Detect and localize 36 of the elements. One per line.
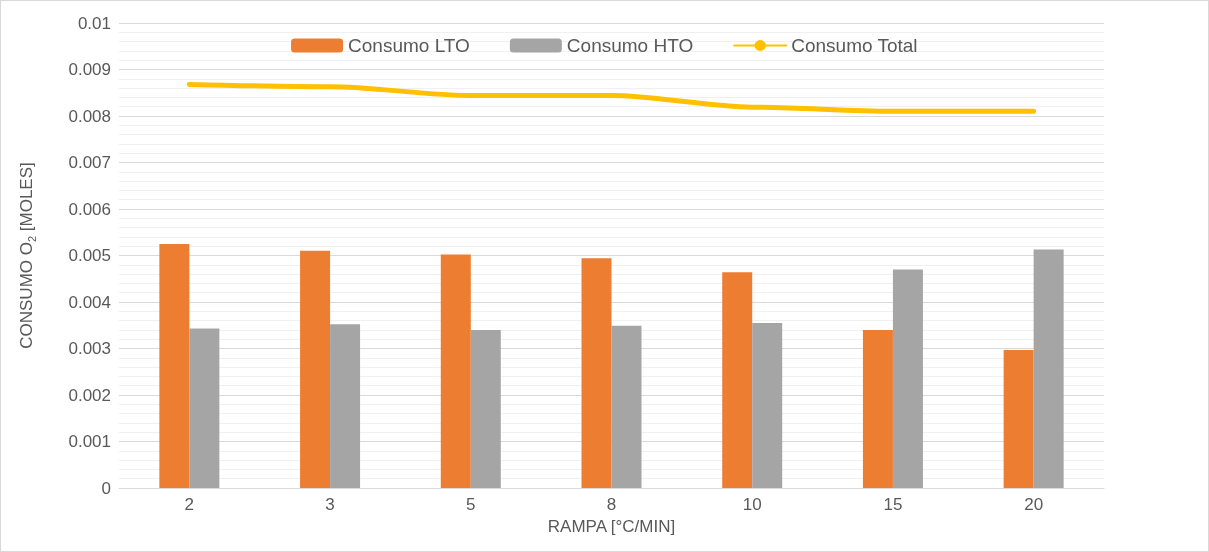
bar bbox=[611, 325, 642, 488]
bar bbox=[581, 258, 612, 488]
bar bbox=[1033, 249, 1064, 488]
x-tick-label: 15 bbox=[883, 495, 903, 514]
bar bbox=[189, 328, 220, 488]
bar bbox=[862, 329, 893, 488]
x-tick-label: 8 bbox=[606, 495, 617, 514]
bar bbox=[752, 322, 783, 488]
y-tick-label: 0.009 bbox=[68, 60, 111, 79]
y-tick-label: 0.002 bbox=[68, 385, 111, 405]
bar bbox=[892, 269, 923, 488]
y-tick-label: 0.004 bbox=[68, 292, 111, 312]
x-tick-label: 5 bbox=[466, 495, 476, 514]
y-tick-label: 0.008 bbox=[68, 106, 111, 126]
y-tick-label: 0.003 bbox=[68, 339, 111, 358]
x-tick-label: 20 bbox=[1024, 495, 1044, 514]
bar bbox=[300, 250, 331, 488]
legend-label: Consumo HTO bbox=[566, 35, 694, 56]
x-tick-label: 2 bbox=[184, 495, 195, 514]
bar bbox=[330, 324, 361, 488]
bar bbox=[470, 329, 501, 488]
y-tick-label: 0.006 bbox=[68, 199, 111, 219]
y-tick-label: 0.005 bbox=[68, 246, 111, 265]
legend-label: Consumo Total bbox=[791, 35, 918, 56]
x-axis-title: RAMPA [°C/MIN] bbox=[547, 517, 676, 536]
legend-label: Consumo LTO bbox=[348, 35, 470, 56]
y-tick-label: 0.01 bbox=[77, 13, 111, 33]
x-tick-label: 10 bbox=[742, 495, 762, 514]
y-tick-label: 0.007 bbox=[68, 153, 111, 172]
bar bbox=[1003, 349, 1034, 488]
y-tick-label: 0 bbox=[101, 478, 111, 498]
bar bbox=[440, 254, 471, 488]
x-tick-label: 3 bbox=[325, 495, 335, 514]
bar bbox=[159, 243, 190, 488]
bar bbox=[722, 272, 753, 488]
y-tick-label: 0.001 bbox=[68, 432, 111, 451]
